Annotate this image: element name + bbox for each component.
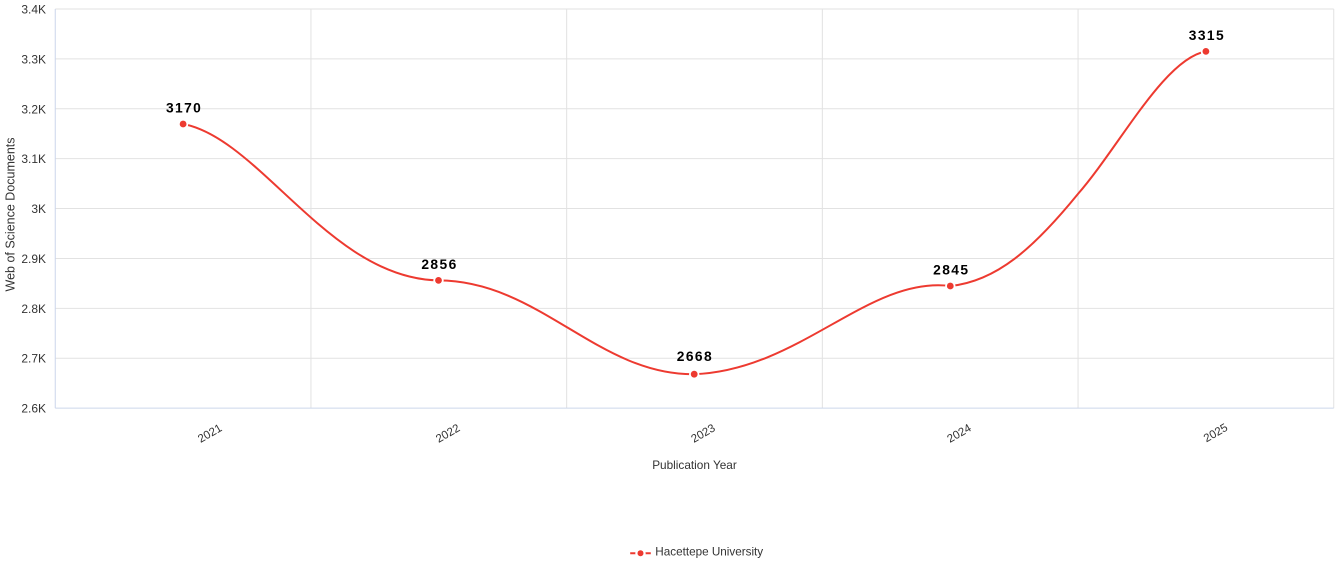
svg-text:2.9K: 2.9K	[21, 252, 46, 266]
svg-text:3.2K: 3.2K	[21, 102, 46, 116]
svg-text:Publication Year: Publication Year	[652, 458, 737, 472]
svg-text:2.7K: 2.7K	[21, 352, 46, 366]
svg-text:3.3K: 3.3K	[21, 52, 46, 66]
svg-text:2856: 2856	[421, 257, 457, 272]
svg-text:2668: 2668	[677, 349, 713, 364]
svg-text:3.4K: 3.4K	[21, 3, 46, 17]
svg-text:Web of Science Documents: Web of Science Documents	[4, 137, 18, 291]
svg-text:2022: 2022	[434, 422, 462, 445]
svg-text:3.1K: 3.1K	[21, 152, 46, 166]
svg-text:2.6K: 2.6K	[21, 402, 46, 416]
svg-text:2845: 2845	[933, 263, 969, 278]
svg-text:3K: 3K	[31, 202, 46, 216]
svg-text:2025: 2025	[1202, 422, 1230, 445]
svg-text:2024: 2024	[945, 422, 974, 445]
svg-text:2.8K: 2.8K	[21, 302, 46, 316]
svg-text:2021: 2021	[196, 422, 224, 445]
svg-text:2023: 2023	[689, 422, 717, 445]
svg-text:Hacettepe University: Hacettepe University	[655, 545, 763, 558]
svg-text:3315: 3315	[1189, 28, 1225, 43]
svg-text:3170: 3170	[166, 101, 202, 116]
